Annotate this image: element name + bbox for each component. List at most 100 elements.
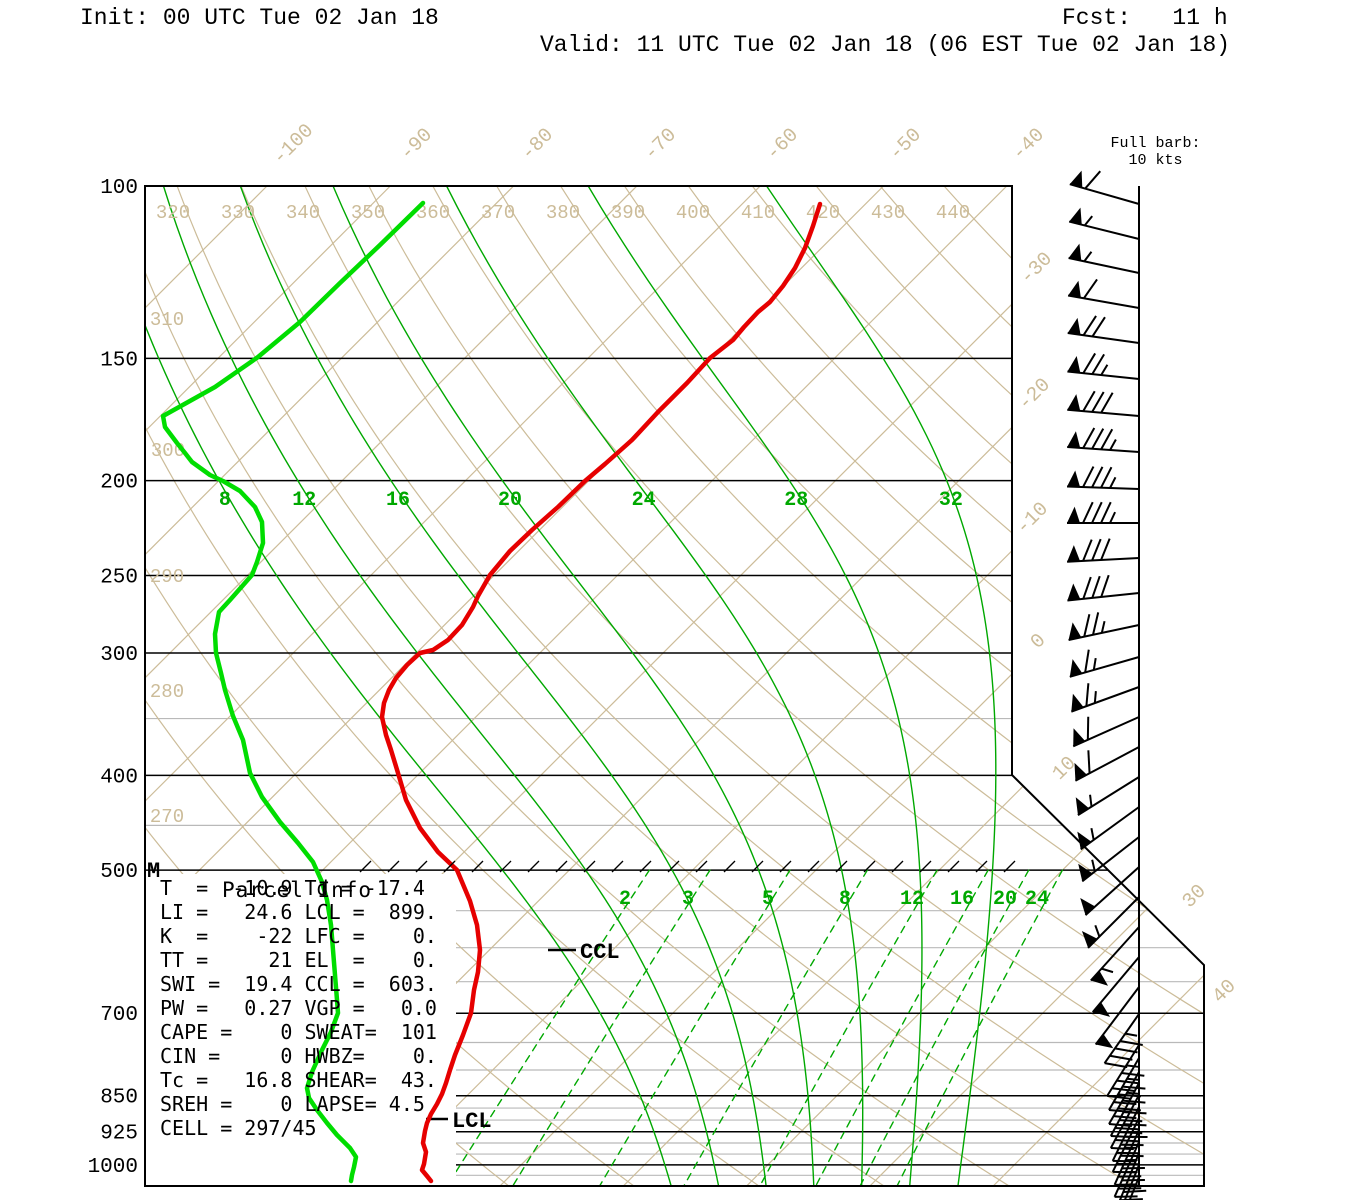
theta-label: 330 [221,202,255,224]
pressure-axis-label: 200 [100,472,138,495]
parcel-info-row: CELL = 297/45 [160,1116,317,1140]
barb-full [1082,539,1093,562]
barb-full [1082,352,1097,374]
hatch-tick [359,860,372,873]
parcel-info-row: K = -22 LFC = 0. [160,924,437,948]
parcel-info-backdrop [146,874,456,1185]
barb-full [1083,278,1098,299]
pressure-axis-label: 400 [100,766,138,789]
parcel-info-row: Tc = 16.8 SHEAR= 43. [160,1068,437,1092]
mixing-ratio-label: 16 [950,888,974,911]
barb-full [1084,170,1102,190]
hatch-tick [639,860,652,873]
parcel-info-row: LI = 24.6 LCL = 899. [160,900,437,924]
wind-barb-legend-value: 10 kts [1128,152,1183,169]
barb-stem [1068,624,1140,641]
barb-full [1121,1071,1145,1077]
isotherm-line [992,186,1204,1186]
mixing-ratio-line [815,869,989,1186]
barb-full [1091,428,1105,450]
barb-pennant [1073,728,1086,747]
barb-pennant [1090,970,1109,986]
barb-full [1082,315,1097,336]
barb-stem [1067,485,1140,490]
barb-full [1091,538,1102,561]
moist-adiabat-label: 12 [292,489,316,512]
theta-label: 290 [150,566,184,588]
barb-full [1083,614,1091,637]
barb-pennant [1067,356,1081,373]
mixing-ratio-label: 8 [839,888,851,911]
moist-adiabat-line [587,186,923,1186]
parcel-info-row: CIN = 0 HWBZ= 0. [160,1044,437,1068]
mixing-ratio-line [896,869,1064,1186]
barb-pennant [1067,317,1081,335]
barb-stem [1128,1176,1140,1200]
dry-adiabat-line [176,186,1135,1186]
barb-full [1082,427,1096,449]
barb-half [1094,924,1101,937]
dry-adiabat-line [240,186,1204,1186]
barb-full [1113,1115,1137,1120]
barb-half [1126,1064,1139,1068]
pressure-axis-label: 300 [100,644,138,667]
parcel-info-box: T = -10.9 Td = -17.4 LI = 24.6 LCL = 899.… [160,876,437,1140]
hatch-tick [443,860,456,873]
isotherm-line [746,186,1204,1186]
wind-barb [1091,956,1140,1017]
wind-barb [1067,315,1140,344]
mixing-ratio-label: 5 [762,888,774,911]
barb-pennant [1074,762,1087,781]
hatch-tick [975,860,988,873]
theta-label: 360 [416,202,450,224]
isotherm-line [622,186,1204,1186]
mixing-ratio-label: 24 [1025,888,1049,911]
theta-label: 390 [611,202,645,224]
barb-full [1091,466,1104,488]
dry-adiabat-line [560,186,1204,1186]
theta-label: 280 [150,681,184,703]
hatch-tick [835,860,848,873]
pressure-axis-label: 100 [100,177,138,200]
barb-full [1100,428,1114,450]
theta-label: 380 [546,202,580,224]
wind-barb [1067,538,1140,563]
barb-full [1082,466,1095,488]
wind-barb [1075,776,1140,817]
barb-pennant [1080,897,1096,916]
dry-adiabat-line [751,186,1204,1186]
barb-pennant [1069,170,1083,188]
barb-pennant [1092,1002,1111,1017]
dry-adiabat-line [368,186,1204,1186]
moist-adiabat-label: 8 [219,489,231,512]
dry-adiabat-line [815,186,1204,1186]
pressure-axis-label: 925 [100,1123,138,1146]
barb-half [1125,1032,1138,1037]
hatch-tick [891,860,904,873]
hatch-tick [667,860,680,873]
barb-half [1093,691,1097,704]
parcel-info-row: TT = 21 EL = 0. [160,948,437,972]
barb-full [1082,390,1096,412]
dry-adiabat-line [943,186,1204,1186]
barb-half [1089,794,1093,807]
isotherm-label: -40 [1008,124,1050,166]
barb-half [1091,859,1096,872]
wind-barb [1067,574,1140,602]
barb-full [1117,1093,1141,1098]
moist-adiabat-line [765,186,997,1186]
barb-full [1113,1101,1137,1106]
freezing-hatch-ticks [359,860,1016,873]
wind-barb [1067,501,1139,524]
barb-pennant [1069,659,1083,677]
barb-pennant [1071,693,1084,712]
theta-label: 370 [481,202,515,224]
hatch-tick [779,860,792,873]
theta-label: 340 [286,202,320,224]
barb-full [1082,576,1092,600]
barb-full [1116,1079,1140,1085]
barb-full [1084,649,1090,673]
mixing-ratio-line [759,869,938,1186]
wind-barb [1128,1176,1140,1200]
isotherm-label: 30 [1178,880,1211,913]
